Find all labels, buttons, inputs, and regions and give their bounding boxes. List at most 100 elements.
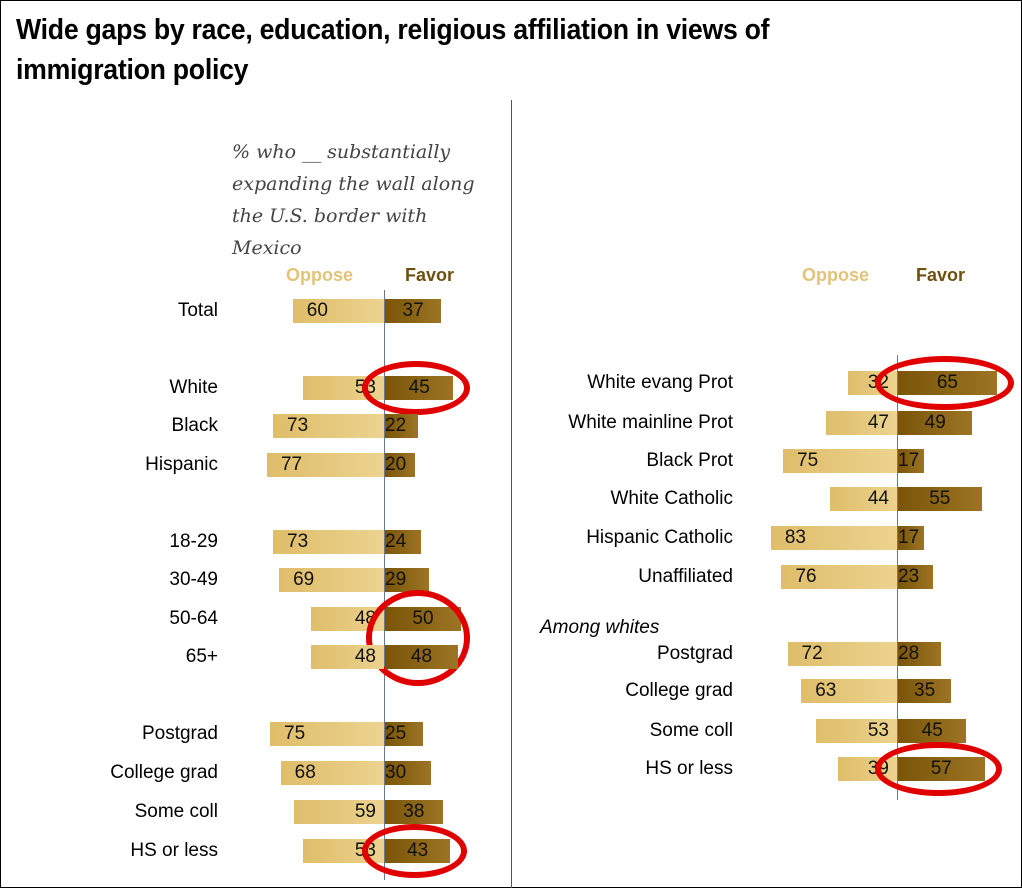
highlight-circle [362,361,471,415]
oppose-value-label: 53 [867,720,889,741]
zero-axis-line [384,290,385,880]
oppose-value-label: 72 [801,643,823,664]
favor-bar [898,411,973,435]
favor-value-label: 17 [898,450,920,471]
favor-value-label: 20 [385,454,407,475]
favor-bar [898,565,933,589]
favor-value-label: 30 [385,762,407,783]
row-label: College grad [110,762,218,783]
oppose-value-label: 75 [797,450,819,471]
favor-bar [385,530,422,554]
favor-value-label: 37 [402,300,424,321]
oppose-bar [266,453,384,477]
oppose-value-label: 63 [815,680,837,701]
favor-value-label: 49 [924,412,946,433]
favor-bar [385,414,419,438]
chart-subtitle: % who __ substantially expanding the wal… [232,141,475,259]
row-label: 30-49 [169,569,218,590]
favor-value-label: 28 [898,643,920,664]
favor-value-label: 24 [385,531,407,552]
favor-bar [385,800,443,824]
favor-value-label: 45 [921,720,943,741]
highlight-circle [362,824,468,878]
favor-bar [385,453,416,477]
row-label: White mainline Prot [568,412,733,433]
highlight-circle [875,742,1002,796]
legend-favor-right: Favor [916,265,966,285]
favor-bar [385,568,430,592]
row-label: 18-29 [169,531,218,552]
row-label: Postgrad [656,643,733,664]
highlight-circle [366,590,470,686]
row-label: White Catholic [610,488,734,509]
oppose-bar [280,761,384,785]
oppose-value-label: 73 [287,415,309,436]
favor-value-label: 38 [403,801,425,822]
row-label: Some coll [134,801,218,822]
favor-value-label: 23 [898,566,920,587]
oppose-bar [770,526,897,550]
legend-oppose-left: Oppose [286,265,354,285]
favor-value-label: 25 [385,723,407,744]
row-label: HS or less [130,840,218,861]
oppose-bar [801,679,897,703]
oppose-value-label: 76 [795,566,817,587]
oppose-bar [825,411,897,435]
oppose-bar [273,530,384,554]
oppose-bar [311,645,384,669]
row-label: Postgrad [141,723,218,744]
row-label: Hispanic Catholic [586,527,733,548]
oppose-bar [816,719,897,743]
oppose-bar [270,722,384,746]
oppose-value-label: 73 [287,531,309,552]
favor-value-label: 29 [385,569,407,590]
favor-bar [898,449,924,473]
favor-bar [385,645,458,669]
favor-bar [385,761,431,785]
favor-bar [898,642,941,666]
row-label: 65+ [185,646,218,667]
oppose-value-label: 69 [293,569,315,590]
favor-value-label: 55 [929,488,951,509]
favor-bar [898,719,967,743]
oppose-value-label: 59 [354,801,376,822]
favor-value-label: 48 [410,646,433,667]
row-label: White [169,377,218,398]
favor-bar [898,526,924,550]
favor-value-label: 22 [385,415,407,436]
favor-bar [385,299,442,323]
oppose-value-label: 48 [354,646,376,667]
oppose-bar [830,487,897,511]
oppose-value-label: 44 [867,488,889,509]
oppose-value-label: 77 [280,454,303,475]
legend-oppose-right: Oppose [802,265,870,285]
favor-bar [385,722,423,746]
oppose-bar [781,565,897,589]
row-label: Unaffiliated [638,566,733,587]
favor-bar [898,679,952,703]
favor-value-label: 35 [914,680,936,701]
favor-value-label: 17 [898,527,920,548]
oppose-bar [783,449,897,473]
row-label: College grad [625,680,733,701]
row-label: White evang Prot [587,372,733,393]
panel-divider [511,100,512,888]
oppose-value-label: 68 [294,762,316,783]
zero-axis-line [897,355,898,800]
row-label: Total [177,300,218,321]
oppose-value-label: 83 [784,527,806,548]
oppose-value-label: 60 [306,300,328,321]
oppose-value-label: 47 [867,412,889,433]
row-label: HS or less [645,758,733,779]
section-among-whites: Among whites [540,617,660,638]
favor-bar [898,487,982,511]
highlight-circle [875,356,1014,410]
row-label: Black [171,415,218,436]
oppose-bar [279,568,384,592]
chart-title: Wide gaps by race, education, religious … [16,14,770,86]
oppose-bar [292,299,384,323]
oppose-value-label: 75 [284,723,306,744]
legend-favor-left: Favor [405,265,455,285]
row-label: Some coll [649,720,733,741]
row-label: 50-64 [169,608,218,629]
